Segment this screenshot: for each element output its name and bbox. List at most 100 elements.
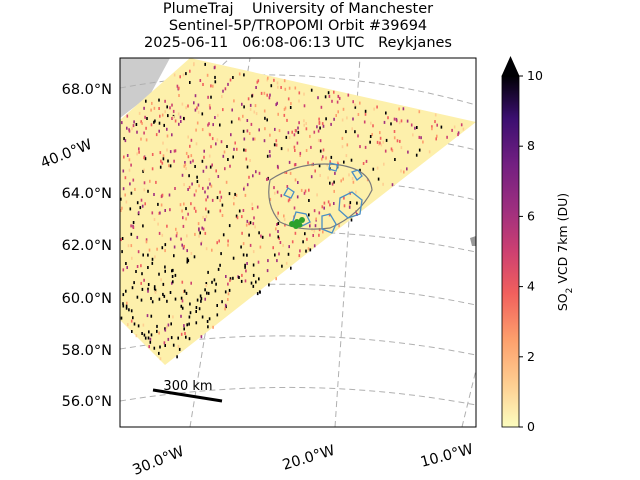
swath-pixel <box>137 250 140 254</box>
swath-pixel <box>150 314 153 318</box>
swath-pixel <box>198 227 200 231</box>
swath-pixel <box>343 204 346 208</box>
swath-pixel <box>267 76 269 80</box>
swath-pixel <box>309 221 312 225</box>
swath-pixel <box>151 300 154 304</box>
swath-pixel <box>246 129 249 133</box>
swath-pixel <box>379 131 381 135</box>
swath-pixel <box>379 141 381 145</box>
swath-pixel <box>283 113 286 117</box>
swath-pixel <box>255 170 257 174</box>
swath-pixel <box>183 116 185 120</box>
swath-pixel <box>185 291 188 295</box>
swath-pixel <box>309 134 311 138</box>
swath-pixel <box>241 273 243 277</box>
swath-pixel <box>147 283 150 286</box>
swath-pixel <box>393 136 396 140</box>
swath-pixel <box>188 337 191 341</box>
swath-pixel <box>364 112 367 116</box>
swath-pixel <box>219 209 222 213</box>
swath-pixel <box>131 256 133 260</box>
swath-pixel <box>377 177 380 181</box>
swath-pixel <box>179 75 181 79</box>
swath-pixel <box>351 127 353 131</box>
swath-pixel <box>212 84 214 88</box>
swath-pixel <box>180 120 182 123</box>
swath-pixel <box>226 145 228 148</box>
swath-pixel <box>185 151 188 155</box>
swath-pixel <box>146 314 149 318</box>
swath-pixel <box>434 120 436 124</box>
swath-pixel <box>276 259 278 263</box>
swath-pixel <box>393 117 396 121</box>
swath-pixel <box>177 344 180 348</box>
swath-pixel <box>198 184 200 188</box>
swath-pixel <box>276 101 278 105</box>
swath-pixel <box>235 214 238 218</box>
swath-pixel <box>162 282 165 286</box>
swath-pixel <box>143 181 146 185</box>
swath-pixel <box>144 202 146 206</box>
swath-pixel <box>132 316 134 320</box>
swath-pixel <box>158 351 160 355</box>
swath-pixel <box>313 229 316 233</box>
swath-pixel <box>373 107 375 111</box>
swath-pixel <box>189 144 191 148</box>
swath-pixel <box>221 300 223 304</box>
swath-pixel <box>242 114 244 118</box>
swath-pixel <box>244 279 247 283</box>
swath-pixel <box>203 149 205 153</box>
swath-pixel <box>203 155 205 159</box>
swath-pixel <box>158 129 160 133</box>
swath-pixel <box>241 231 243 235</box>
swath-pixel <box>294 129 297 132</box>
swath-pixel <box>209 182 211 186</box>
swath-pixel <box>188 174 190 178</box>
title-line-1: PlumeTraj University of Manchester <box>162 1 434 17</box>
swath-pixel <box>350 218 353 222</box>
swath-pixel <box>248 233 250 237</box>
swath-pixel <box>183 290 185 293</box>
swath-pixel <box>163 123 165 127</box>
swath-pixel <box>172 268 174 272</box>
swath-pixel <box>290 102 292 105</box>
swath-pixel <box>171 103 173 107</box>
swath-pixel <box>282 243 284 247</box>
swath-pixel <box>293 145 296 149</box>
swath-pixel <box>207 291 210 295</box>
swath-pixel <box>238 209 241 213</box>
swath-pixel <box>245 157 248 161</box>
swath-pixel <box>204 288 206 292</box>
swath-pixel <box>239 118 242 122</box>
swath-pixel <box>299 153 301 157</box>
swath-pixel <box>227 298 229 301</box>
swath-pixel <box>242 209 245 212</box>
swath-pixel <box>189 311 192 315</box>
swath-pixel <box>418 135 421 139</box>
swath-pixel <box>121 237 124 240</box>
swath-pixel <box>207 270 209 274</box>
swath-pixel <box>254 104 257 108</box>
swath-pixel <box>150 123 153 127</box>
swath-pixel <box>159 211 161 215</box>
swath-pixel <box>293 163 296 167</box>
swath-pixel <box>303 104 306 108</box>
swath-pixel <box>141 204 144 208</box>
swath-pixel <box>354 130 356 134</box>
swath-pixel <box>348 173 350 177</box>
swath-pixel <box>434 113 437 117</box>
swath-pixel <box>376 140 379 144</box>
swath-pixel <box>263 139 266 143</box>
swath-pixel <box>212 123 214 127</box>
swath-pixel <box>217 113 219 117</box>
swath-pixel <box>126 266 128 269</box>
swath-pixel <box>207 210 210 214</box>
swath-pixel <box>346 116 348 120</box>
swath-pixel <box>147 336 150 340</box>
swath-pixel <box>191 182 193 186</box>
swath-pixel <box>216 196 219 200</box>
title-line-3: 2025-06-11 06:08-06:13 UTC Reykjanes <box>144 35 452 51</box>
swath-pixel <box>305 249 307 253</box>
swath-pixel <box>240 245 242 249</box>
swath-pixel <box>160 278 162 282</box>
